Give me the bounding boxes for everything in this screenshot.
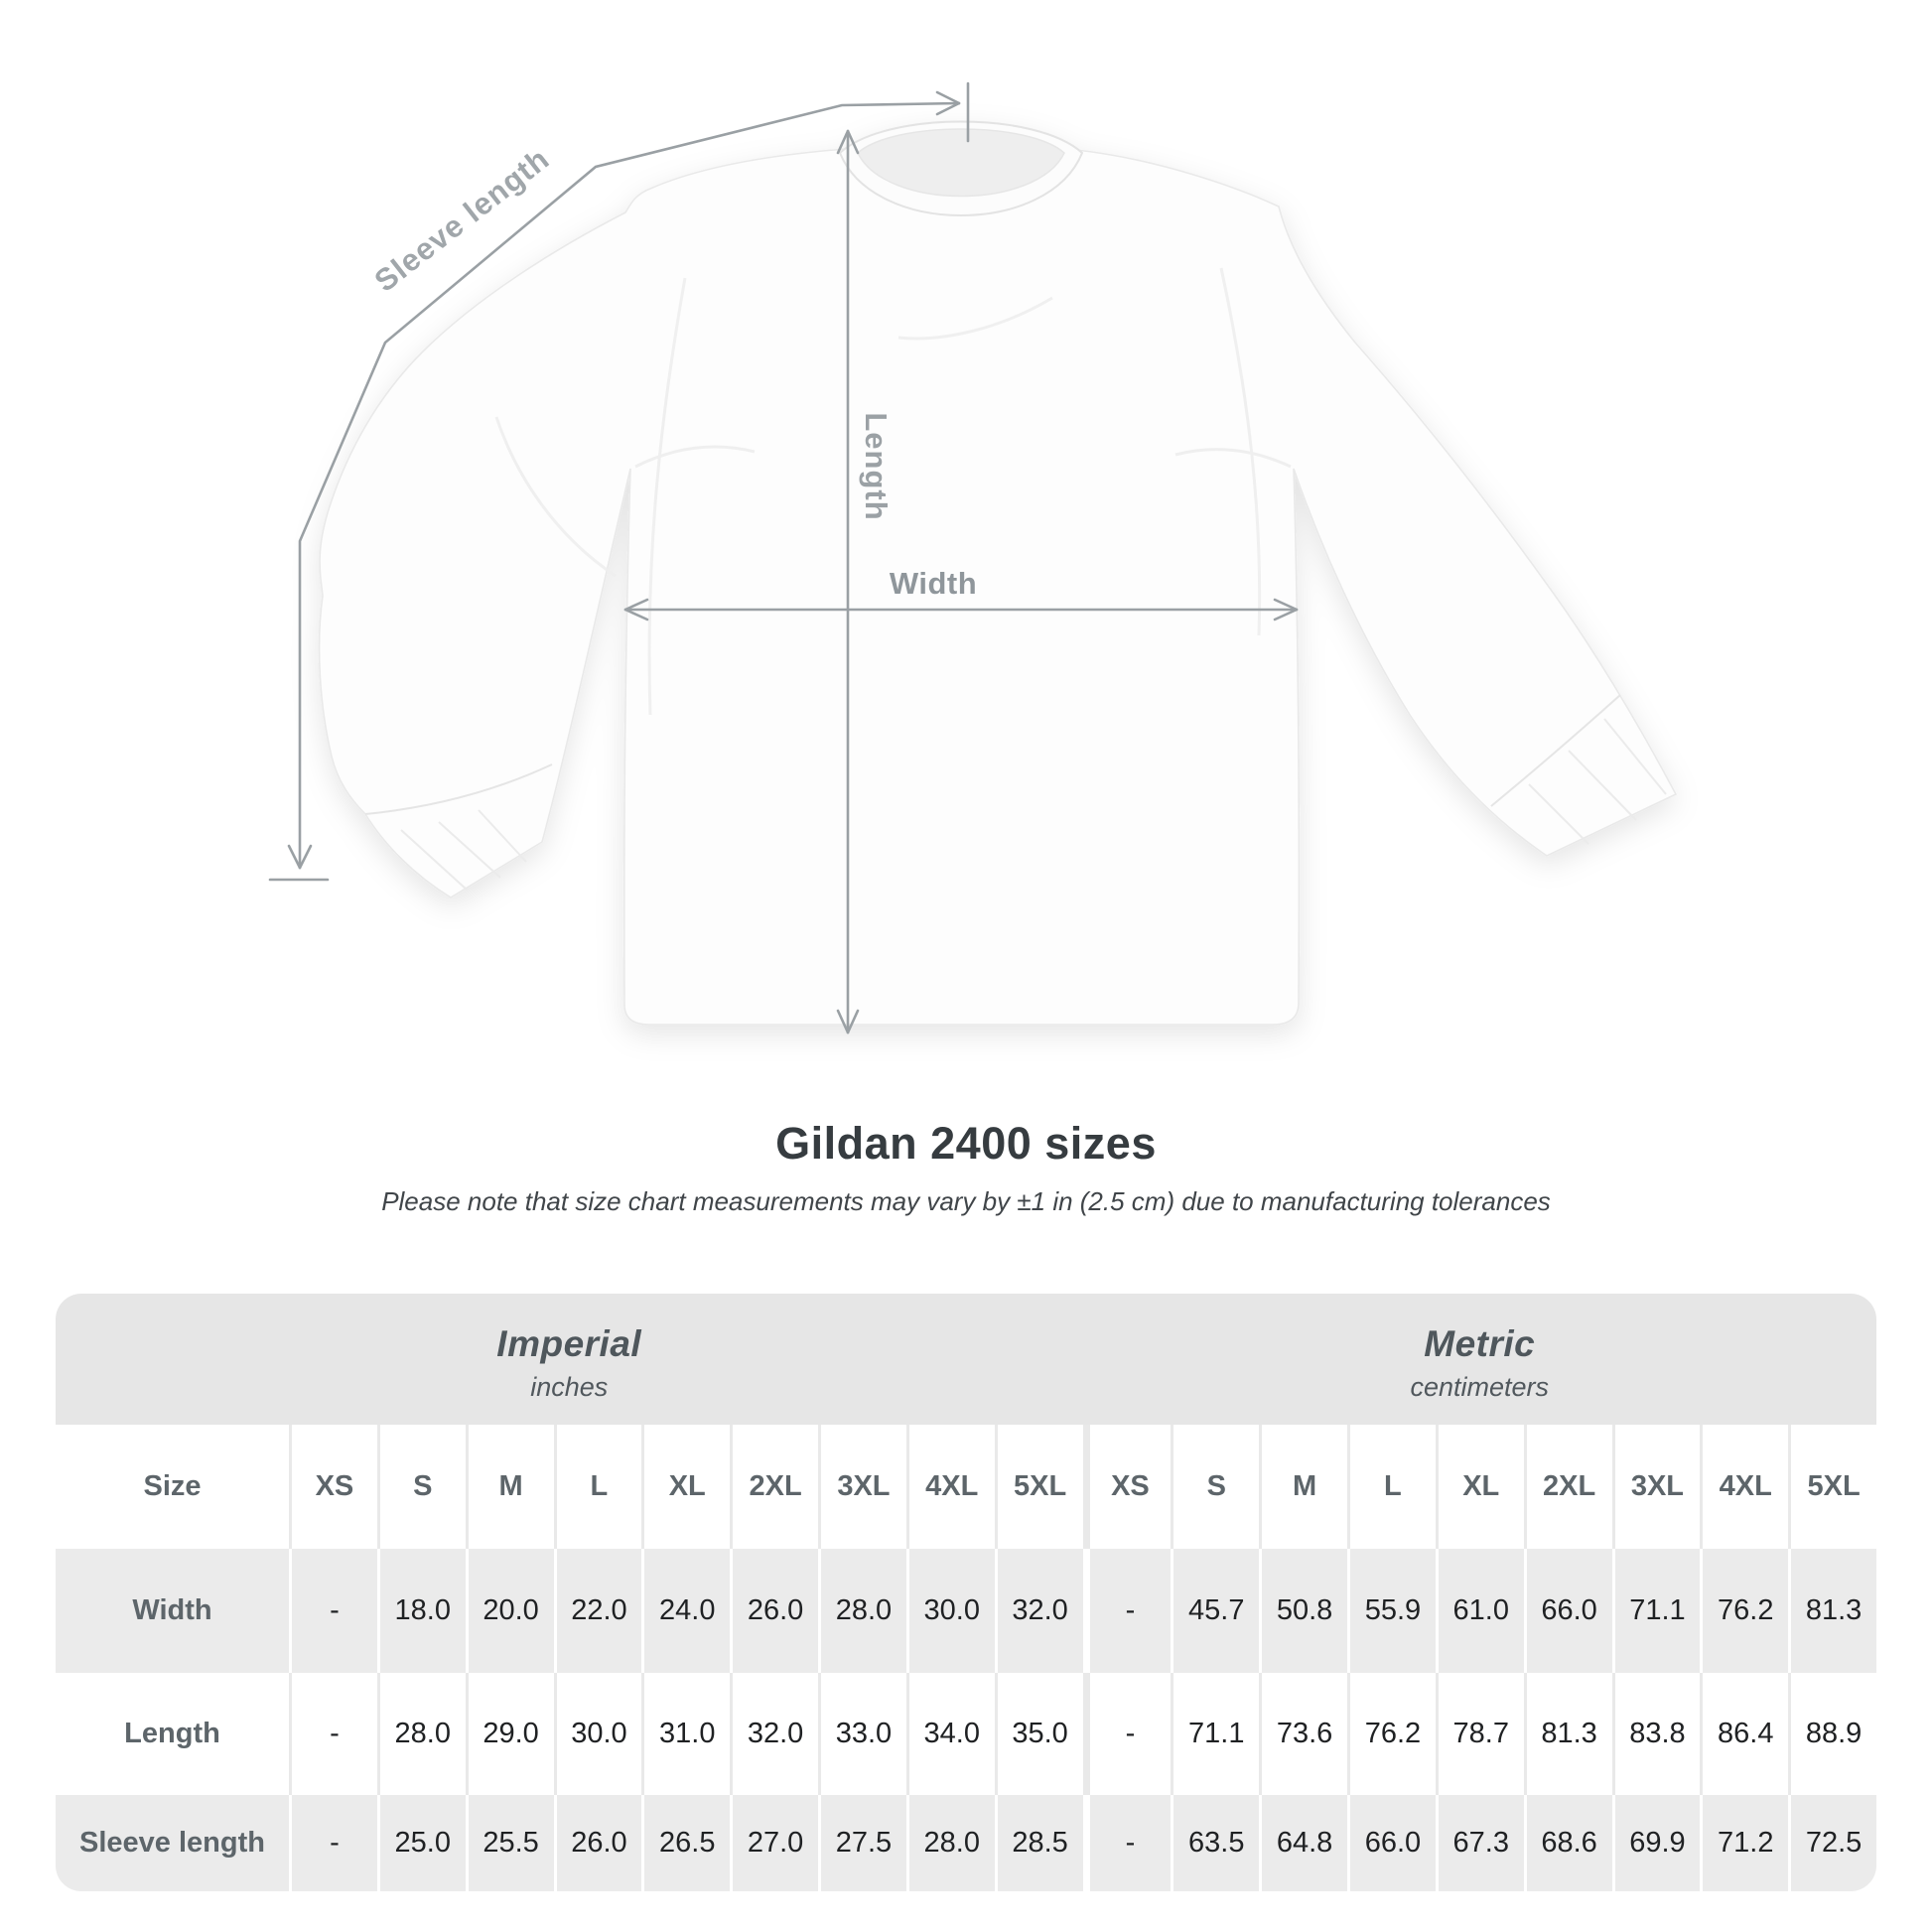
length-label: Length [859,412,894,520]
cell-imperial: 31.0 [641,1673,731,1795]
length-measure-line [836,129,860,1035]
cell-imperial: 30.0 [905,1549,995,1673]
cell-metric: 66.0 [1347,1795,1436,1891]
fabric-folds [494,267,1292,716]
cell-metric: 68.6 [1523,1795,1612,1891]
size-header-imperial: 2XL [730,1425,818,1549]
size-header-imperial: 5XL [994,1425,1083,1549]
cell-metric: 50.8 [1259,1549,1347,1673]
row-label: Length [56,1673,289,1795]
cell-metric: 45.7 [1171,1549,1260,1673]
cell-imperial: 29.0 [465,1673,554,1795]
cell-metric: 72.5 [1788,1795,1876,1891]
page-title: Gildan 2400 sizes [775,1118,1157,1169]
imperial-unit-label: inches [530,1372,609,1402]
metric-unit-label: centimeters [1410,1372,1550,1402]
cell-metric: 78.7 [1435,1673,1524,1795]
cell-imperial: 32.0 [730,1673,818,1795]
cell-metric: 64.8 [1259,1795,1347,1891]
cell-metric: 76.2 [1700,1549,1789,1673]
cell-metric: 76.2 [1347,1673,1436,1795]
cell-imperial: 28.0 [905,1795,995,1891]
cell-metric: 81.3 [1523,1673,1612,1795]
shirt-illustration: Sleeve length Length Width [268,81,1678,1035]
cell-imperial: 20.0 [465,1549,554,1673]
cell-imperial: 25.0 [376,1795,466,1891]
cell-imperial: - [289,1549,377,1673]
size-header-metric: M [1259,1425,1347,1549]
cell-imperial: 25.5 [465,1795,554,1891]
size-header-metric: 2XL [1523,1425,1612,1549]
cell-metric: 83.8 [1611,1673,1701,1795]
cell-metric: 71.1 [1171,1673,1260,1795]
size-header-imperial: S [376,1425,466,1549]
cell-metric: 71.1 [1611,1549,1701,1673]
row-label: Width [56,1549,289,1673]
cell-imperial: 28.0 [818,1549,906,1673]
cell-imperial: 35.0 [994,1673,1083,1795]
heading-block: Gildan 2400 sizes Please note that size … [0,1118,1932,1217]
left-cuff [364,763,553,891]
size-header-metric: XL [1435,1425,1524,1549]
cell-imperial: 18.0 [376,1549,466,1673]
width-label: Width [890,566,977,601]
cell-imperial: 30.0 [553,1673,642,1795]
cell-imperial: - [289,1795,377,1891]
size-header-imperial: 3XL [818,1425,906,1549]
cell-imperial: 32.0 [994,1549,1083,1673]
size-header-metric: L [1347,1425,1436,1549]
cell-imperial: 27.0 [730,1795,818,1891]
size-header-metric: XS [1082,1425,1172,1549]
width-measure-line [623,598,1299,621]
size-table: Imperial inches Metric centimeters Size X… [56,1294,1876,1891]
cell-metric: - [1082,1795,1172,1891]
size-header-metric: 4XL [1700,1425,1789,1549]
cell-imperial: 22.0 [553,1549,642,1673]
cell-metric: - [1082,1549,1172,1673]
right-cuff [1490,694,1667,845]
cell-metric: - [1082,1673,1172,1795]
cell-metric: 55.9 [1347,1549,1436,1673]
cell-metric: 69.9 [1611,1795,1701,1891]
size-header-imperial: M [465,1425,554,1549]
cell-imperial: 28.5 [994,1795,1083,1891]
size-header-metric: S [1171,1425,1260,1549]
size-header-imperial: XS [289,1425,377,1549]
cell-metric: 81.3 [1788,1549,1876,1673]
size-header-imperial: 4XL [905,1425,995,1549]
shirt-diagram: Sleeve length Length Width [268,81,1678,1035]
shirt-body [318,121,1678,1026]
size-header-imperial: L [553,1425,642,1549]
cell-metric: 86.4 [1700,1673,1789,1795]
imperial-group-label: Imperial [496,1323,642,1364]
cell-imperial: 27.5 [818,1795,906,1891]
cell-imperial: 26.0 [553,1795,642,1891]
cell-metric: 66.0 [1523,1549,1612,1673]
size-header-metric: 3XL [1611,1425,1701,1549]
cell-imperial: 33.0 [818,1673,906,1795]
tolerance-note: Please note that size chart measurements… [381,1186,1551,1216]
cell-imperial: - [289,1673,377,1795]
unit-group-metric: Metric centimeters [1082,1294,1876,1425]
cell-metric: 71.2 [1700,1795,1789,1891]
cell-metric: 67.3 [1435,1795,1524,1891]
row-label: Sleeve length [56,1795,289,1891]
size-header-metric: 5XL [1788,1425,1876,1549]
size-header-imperial: XL [641,1425,731,1549]
cell-metric: 63.5 [1171,1795,1260,1891]
cell-metric: 73.6 [1259,1673,1347,1795]
size-column-header: Size [56,1425,289,1549]
sleeve-measure-line [268,81,970,882]
cell-imperial: 34.0 [905,1673,995,1795]
cell-imperial: 24.0 [641,1549,731,1673]
metric-group-label: Metric [1424,1323,1536,1364]
collar [838,120,1084,216]
cell-imperial: 28.0 [376,1673,466,1795]
cell-metric: 61.0 [1435,1549,1524,1673]
cell-metric: 88.9 [1788,1673,1876,1795]
cell-imperial: 26.0 [730,1549,818,1673]
unit-group-imperial: Imperial inches [56,1294,1083,1425]
cell-imperial: 26.5 [641,1795,731,1891]
